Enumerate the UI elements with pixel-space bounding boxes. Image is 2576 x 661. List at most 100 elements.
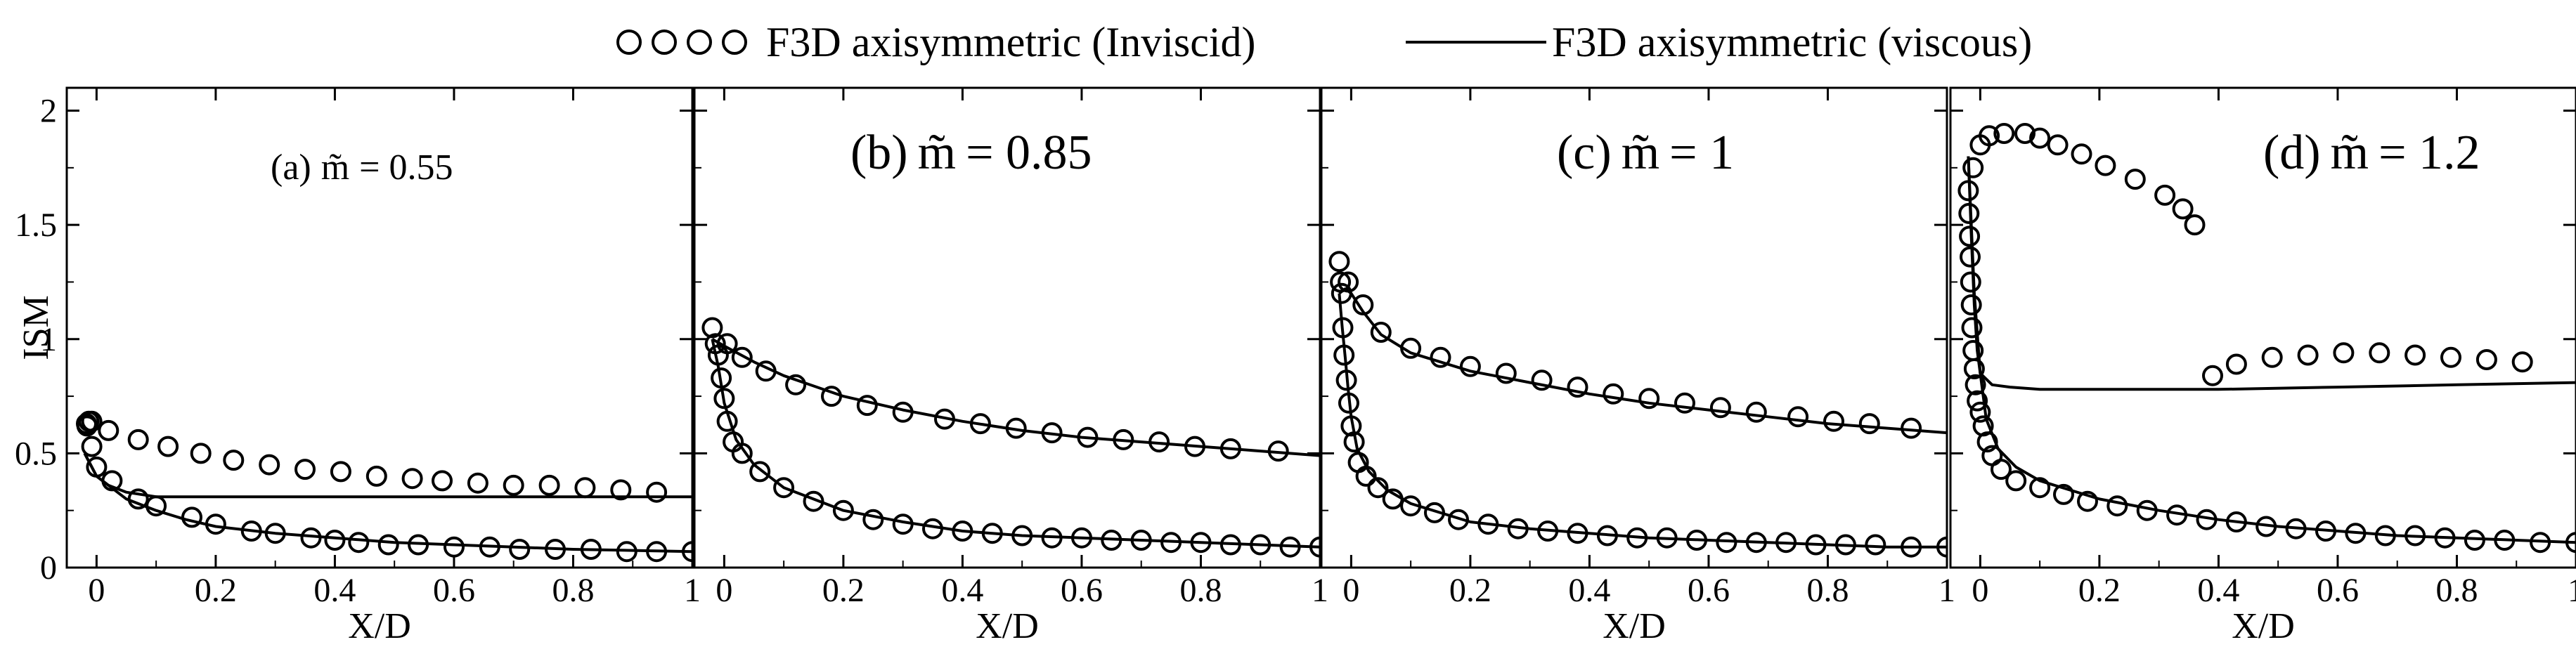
inviscid-point: [610, 479, 632, 501]
inviscid-point: [330, 461, 351, 483]
viscous-line: [711, 338, 1320, 457]
inviscid-point: [1459, 355, 1481, 377]
inviscid-point: [1962, 157, 1984, 178]
inviscid-point: [1495, 362, 1517, 384]
inviscid-point: [223, 450, 245, 471]
inviscid-point: [401, 468, 423, 490]
inviscid-point: [81, 410, 103, 432]
inviscid-point: [2014, 123, 2035, 144]
x-tick-label: 1: [684, 572, 701, 609]
inviscid-point: [1567, 377, 1588, 398]
panel-label: (b) m̃ = 0.85: [850, 126, 1092, 180]
inviscid-point: [856, 395, 878, 417]
inviscid-point: [2047, 134, 2069, 156]
x-axis-label: X/D: [976, 606, 1039, 646]
inviscid-point: [259, 454, 280, 476]
inviscid-point: [1865, 534, 1886, 556]
panel-c: 0 0.2 0.4 0.6 0.8 1 X/D (c) m̃ = 1: [1320, 86, 1955, 646]
inviscid-point: [1603, 383, 1624, 405]
inviscid-point: [832, 499, 854, 521]
y-tick-label: 2: [40, 93, 57, 130]
x-tick-label: 1: [1939, 572, 1955, 609]
inviscid-point: [701, 317, 723, 339]
inviscid-point: [2029, 127, 2051, 149]
inviscid-point: [1531, 369, 1553, 391]
inviscid-point: [1367, 477, 1389, 499]
x-tick-label: 0.4: [2197, 572, 2239, 609]
plot-frame: [65, 86, 694, 569]
x-tick-label: 0.4: [313, 572, 356, 609]
legend-marker: [722, 30, 747, 55]
inviscid-point: [509, 539, 531, 560]
panel-a: 0 0.2 0.4 0.6 0.8 1 0 0.5 1 1.5 2 X/D ISM (a) m̃ = 0.55: [15, 86, 701, 646]
plot-area: [1328, 251, 1947, 558]
inviscid-point: [1638, 388, 1660, 410]
x-tick-label: 0.6: [433, 572, 475, 609]
viscous-line: [711, 339, 1320, 549]
panel-label-prefix: (c): [1557, 126, 1612, 180]
y-tick-label: 0: [40, 549, 57, 587]
inviscid-point: [2511, 351, 2533, 373]
x-tick-label: 0: [1972, 572, 1988, 609]
inviscid-point: [2172, 198, 2194, 220]
x-tick-label: 0.8: [1806, 572, 1849, 609]
inviscid-point: [785, 374, 807, 395]
inviscid-point: [731, 443, 753, 464]
inviscid-point: [2369, 342, 2390, 364]
legend-viscous-label: F3D axisymmetric (viscous): [1552, 19, 2032, 65]
inviscid-point: [1430, 346, 1451, 368]
legend-marker: [616, 30, 642, 55]
inviscid-point: [538, 474, 560, 496]
x-tick-label: 0.8: [1179, 572, 1222, 609]
inviscid-point: [503, 474, 524, 496]
inviscid-point: [1965, 374, 1986, 395]
x-tick-label: 0.8: [2435, 572, 2478, 609]
inviscid-point: [1787, 406, 1809, 428]
inviscid-point: [2475, 349, 2497, 370]
panel-label-value: = 0.55: [359, 148, 453, 188]
inviscid-point: [1709, 397, 1731, 419]
x-tick-label: 0: [88, 572, 105, 609]
inviscid-point: [377, 534, 399, 556]
y-tick-label: 0.5: [15, 435, 57, 472]
inviscid-point: [1991, 459, 2012, 480]
inviscid-point: [2225, 353, 2247, 375]
inviscid-point: [1370, 322, 1392, 343]
inviscid-point: [2053, 483, 2074, 505]
legend-inviscid-markers: [616, 30, 747, 55]
panel-label-prefix: (a): [271, 148, 311, 188]
panel-label-symbol: m̃: [321, 148, 349, 188]
legend: F3D axisymmetric (Inviscid) F3D axisymme…: [616, 19, 2032, 65]
x-tick-label: 0.6: [1061, 572, 1103, 609]
inviscid-point: [1959, 225, 1981, 247]
inviscid-point: [1858, 413, 1880, 435]
inviscid-point: [713, 388, 735, 410]
x-tick-label: 0.8: [552, 572, 594, 609]
panel-label-symbol: m̃: [2331, 126, 2369, 180]
x-tick-label: 0.2: [195, 572, 237, 609]
inviscid-point: [1967, 390, 1988, 412]
inviscid-point: [2154, 184, 2176, 206]
inviscid-point: [2184, 214, 2206, 236]
panel-label-value: = 1: [1669, 126, 1734, 180]
inviscid-point: [2029, 477, 2051, 499]
panel-label-value: = 0.85: [966, 126, 1092, 180]
viscous-line: [83, 452, 692, 554]
inviscid-point: [76, 415, 98, 437]
inviscid-point: [1960, 246, 1981, 268]
inviscid-point: [98, 419, 119, 441]
inviscid-point: [2106, 495, 2128, 517]
y-axis-label: ISM: [16, 295, 56, 360]
panel-label: (d) m̃ = 1.2: [2263, 126, 2480, 180]
inviscid-point: [1993, 123, 2015, 144]
inviscid-point: [1963, 358, 1985, 379]
plot-frame: [1949, 86, 2576, 569]
inviscid-point: [444, 536, 465, 558]
panel-label: (a) m̃ = 0.55: [271, 148, 453, 188]
x-tick-label: 1: [1312, 572, 1328, 609]
x-tick-label: 0: [1342, 572, 1359, 609]
inviscid-point: [127, 428, 149, 450]
inviscid-point: [190, 443, 212, 464]
